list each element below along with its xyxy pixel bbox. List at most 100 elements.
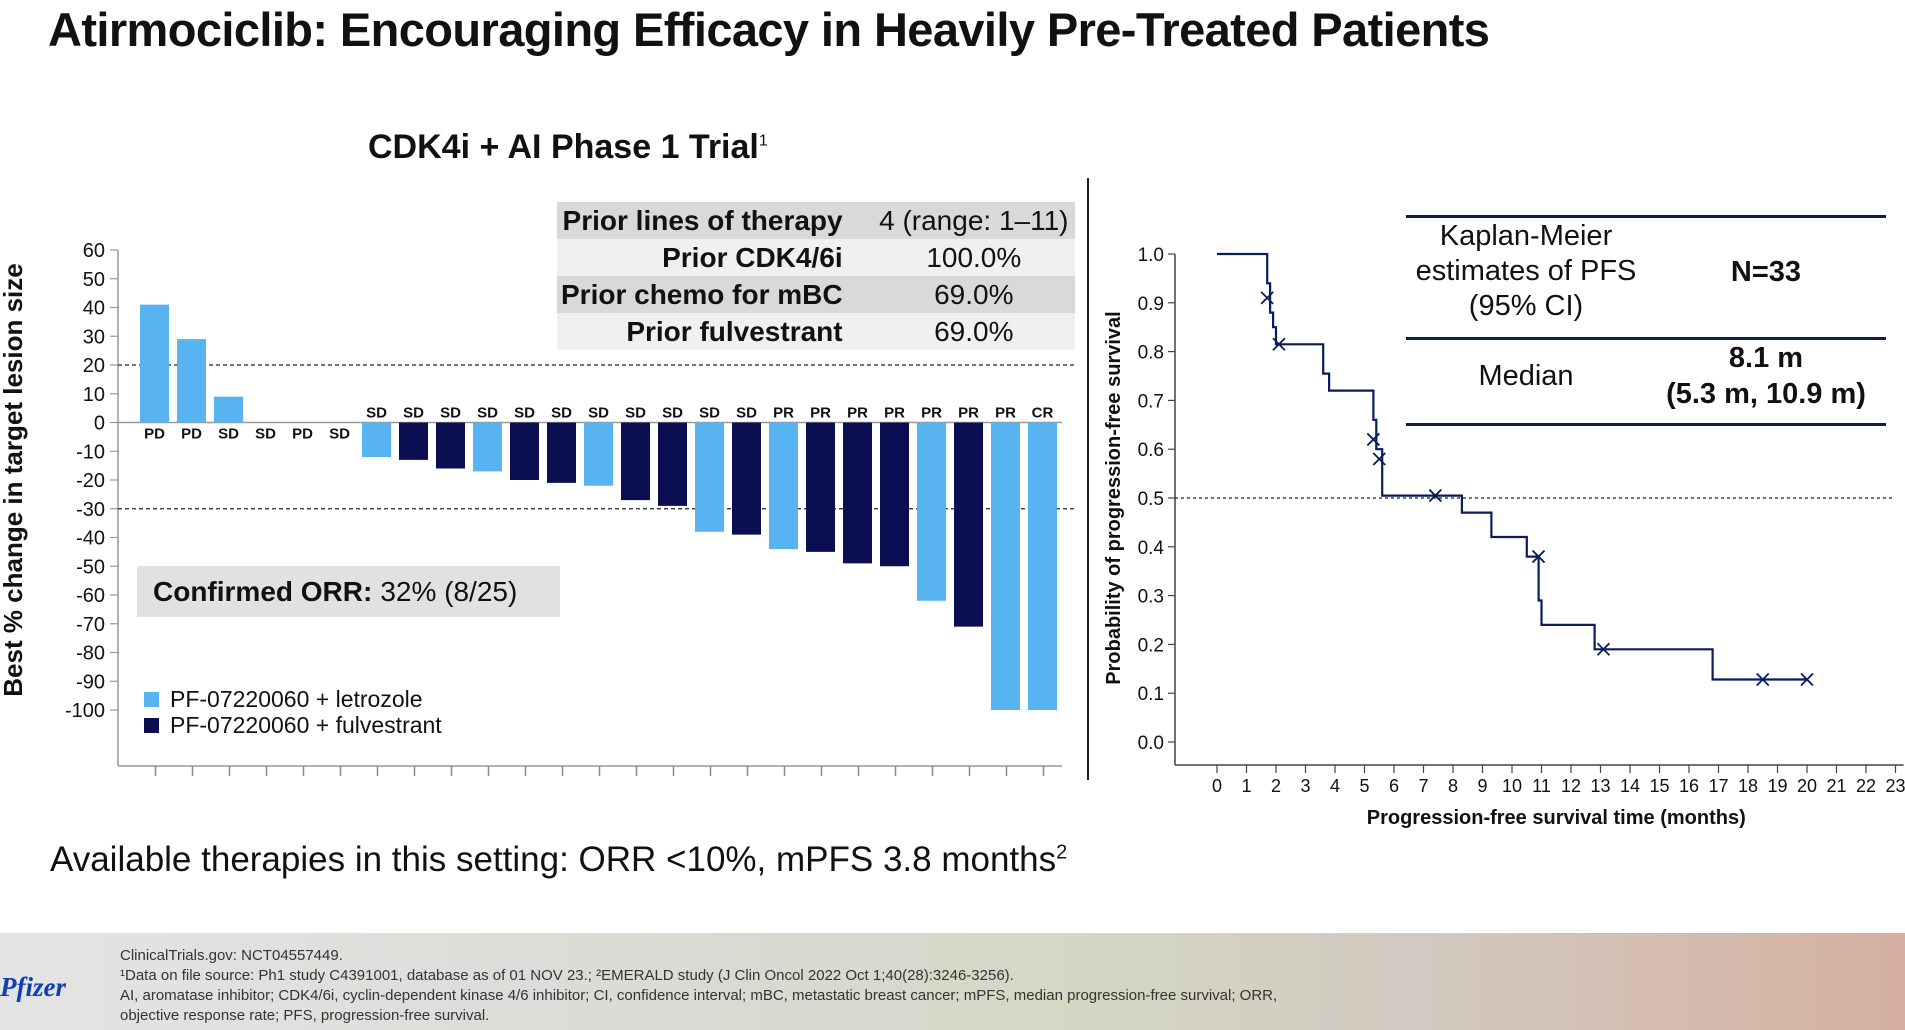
censor-mark xyxy=(1260,291,1274,305)
x-tick-label: 5 xyxy=(1359,776,1369,796)
footnote-line: AI, aromatase inhibitor; CDK4/6i, cyclin… xyxy=(120,987,1278,1004)
available-therapies-note: Available therapies in this setting: ORR… xyxy=(50,840,1067,880)
y-tick-label: 0.2 xyxy=(1138,635,1164,656)
censor-mark xyxy=(1756,672,1770,687)
km-estimates-table: Kaplan-Meier estimates of PFS (95% CI) N… xyxy=(1406,215,1886,435)
table-rule xyxy=(1406,337,1886,340)
response-label: SD xyxy=(736,405,757,422)
bar xyxy=(436,422,465,469)
bar xyxy=(473,422,502,472)
censor-mark xyxy=(1531,549,1546,564)
bar xyxy=(547,422,576,483)
table-cell-label: Prior lines of therapy xyxy=(557,202,873,239)
x-axis-label: Progression-free survival time (months) xyxy=(1367,807,1746,829)
response-label: SD xyxy=(625,405,646,422)
y-tick-label: 0.0 xyxy=(1138,733,1164,754)
x-tick-label: 3 xyxy=(1300,776,1310,796)
y-axis-label: Probability of progression-free survival xyxy=(1103,311,1125,684)
y-axis-label: Best % change in target lesion size xyxy=(0,263,28,696)
response-label: SD xyxy=(329,426,350,443)
footnote-line: ClinicalTrials.gov: NCT04557449. xyxy=(120,947,343,964)
y-tick-label: 0.7 xyxy=(1138,391,1164,412)
y-tick-label: 0.9 xyxy=(1138,294,1164,315)
y-tick-label: 20 xyxy=(83,355,105,377)
x-tick-label: 4 xyxy=(1330,776,1340,796)
response-label: PR xyxy=(810,405,831,422)
y-tick-label: 0 xyxy=(94,413,105,435)
orr-label: Confirmed ORR: xyxy=(153,575,373,607)
bar xyxy=(140,304,169,423)
bar xyxy=(658,422,687,506)
x-tick-label: 6 xyxy=(1389,776,1399,796)
response-label: SD xyxy=(477,405,498,422)
orr-box: Confirmed ORR: 32% (8/25) xyxy=(137,566,560,617)
response-label: SD xyxy=(440,405,461,422)
waterfall-chart: 60 50 40 30 20 10 0 -10 -20 -30 -40 -50 -60 -70 -80 -90… xyxy=(0,240,1075,776)
y-tick-label: -20 xyxy=(76,470,105,492)
response-label: PR xyxy=(921,405,942,422)
censor-mark xyxy=(1372,452,1386,466)
x-tick-label: 22 xyxy=(1856,776,1876,796)
x-tick-label: 7 xyxy=(1418,776,1428,796)
km-median-value: 8.1 m xyxy=(1728,342,1804,374)
y-tick-label: 0.1 xyxy=(1138,684,1164,705)
footer-band xyxy=(0,933,1905,1030)
x-tick-label: 19 xyxy=(1767,776,1787,796)
x-tick-label: 21 xyxy=(1826,776,1846,796)
y-tick-label: -80 xyxy=(76,643,105,665)
response-label: PR xyxy=(773,405,794,422)
subtitle-footnote: 1 xyxy=(758,132,768,150)
bar xyxy=(584,422,613,486)
y-tick-label: 0.5 xyxy=(1138,489,1164,510)
legend-label: PF-07220060 + letrozole xyxy=(170,686,423,712)
bar xyxy=(769,422,798,549)
response-label: CR xyxy=(1032,405,1054,422)
x-tick-label: 13 xyxy=(1590,776,1610,796)
y-tick-label: -90 xyxy=(76,671,105,693)
logo-text: Pfizer xyxy=(0,972,66,1002)
table-cell-label: Prior chemo for mBC xyxy=(557,276,873,313)
prior-therapy-table: Prior lines of therapy 4 (range: 1–11) Pr… xyxy=(557,202,1075,350)
y-tick-label: -60 xyxy=(76,585,105,607)
response-label: SD xyxy=(255,426,276,443)
legend-label: PF-07220060 + fulvestrant xyxy=(170,712,442,738)
table-cell-value: 4 (range: 1–11) xyxy=(872,202,1075,239)
km-header-label: Kaplan-Meier estimates of PFS (95% CI) xyxy=(1415,220,1637,322)
bar xyxy=(991,422,1020,710)
x-tick-label: 15 xyxy=(1649,776,1669,796)
censor-mark xyxy=(1272,337,1286,351)
bar xyxy=(843,422,872,564)
legend-swatch xyxy=(144,718,159,733)
panel-divider xyxy=(1087,178,1089,780)
pfizer-logo: Pfizer xyxy=(0,972,66,1003)
table-cell-label: Prior CDK4/6i xyxy=(557,239,873,276)
response-label: PR xyxy=(995,405,1016,422)
y-tick-label: 40 xyxy=(83,298,105,320)
bar xyxy=(621,422,650,501)
km-header-value: N=33 xyxy=(1730,256,1802,288)
available-footnote: 2 xyxy=(1056,841,1068,864)
response-label: SD xyxy=(218,426,239,443)
y-tick-label: 50 xyxy=(83,269,105,291)
censor-mark xyxy=(1800,672,1814,687)
km-median-ci: (5.3 m, 10.9 m) xyxy=(1666,378,1866,410)
y-tick-label: -100 xyxy=(65,700,105,722)
y-tick-label: 0.3 xyxy=(1138,587,1164,608)
y-tick-label: 0.8 xyxy=(1138,343,1164,364)
censor-mark xyxy=(1428,488,1442,503)
bar xyxy=(362,422,391,457)
subtitle-text: CDK4i + AI Phase 1 Trial xyxy=(368,128,759,166)
km-chart: 0.00.10.20.30.40.50.60.70.80.91.00 1 2 3 4 5 6… xyxy=(1103,245,1905,829)
x-tick-label: 16 xyxy=(1679,776,1699,796)
response-label: PD xyxy=(292,426,313,443)
x-tick-label: 1 xyxy=(1241,776,1251,796)
y-tick-label: -40 xyxy=(76,528,105,550)
bar xyxy=(214,396,243,423)
y-tick-label: 1.0 xyxy=(1138,245,1164,266)
bar xyxy=(177,339,206,423)
table-cell-value: 69.0% xyxy=(872,276,1075,313)
bar xyxy=(954,422,983,627)
table-row: Prior CDK4/6i 100.0% xyxy=(557,239,1075,276)
response-label: SD xyxy=(366,405,387,422)
table-cell-value: 100.0% xyxy=(872,239,1075,276)
